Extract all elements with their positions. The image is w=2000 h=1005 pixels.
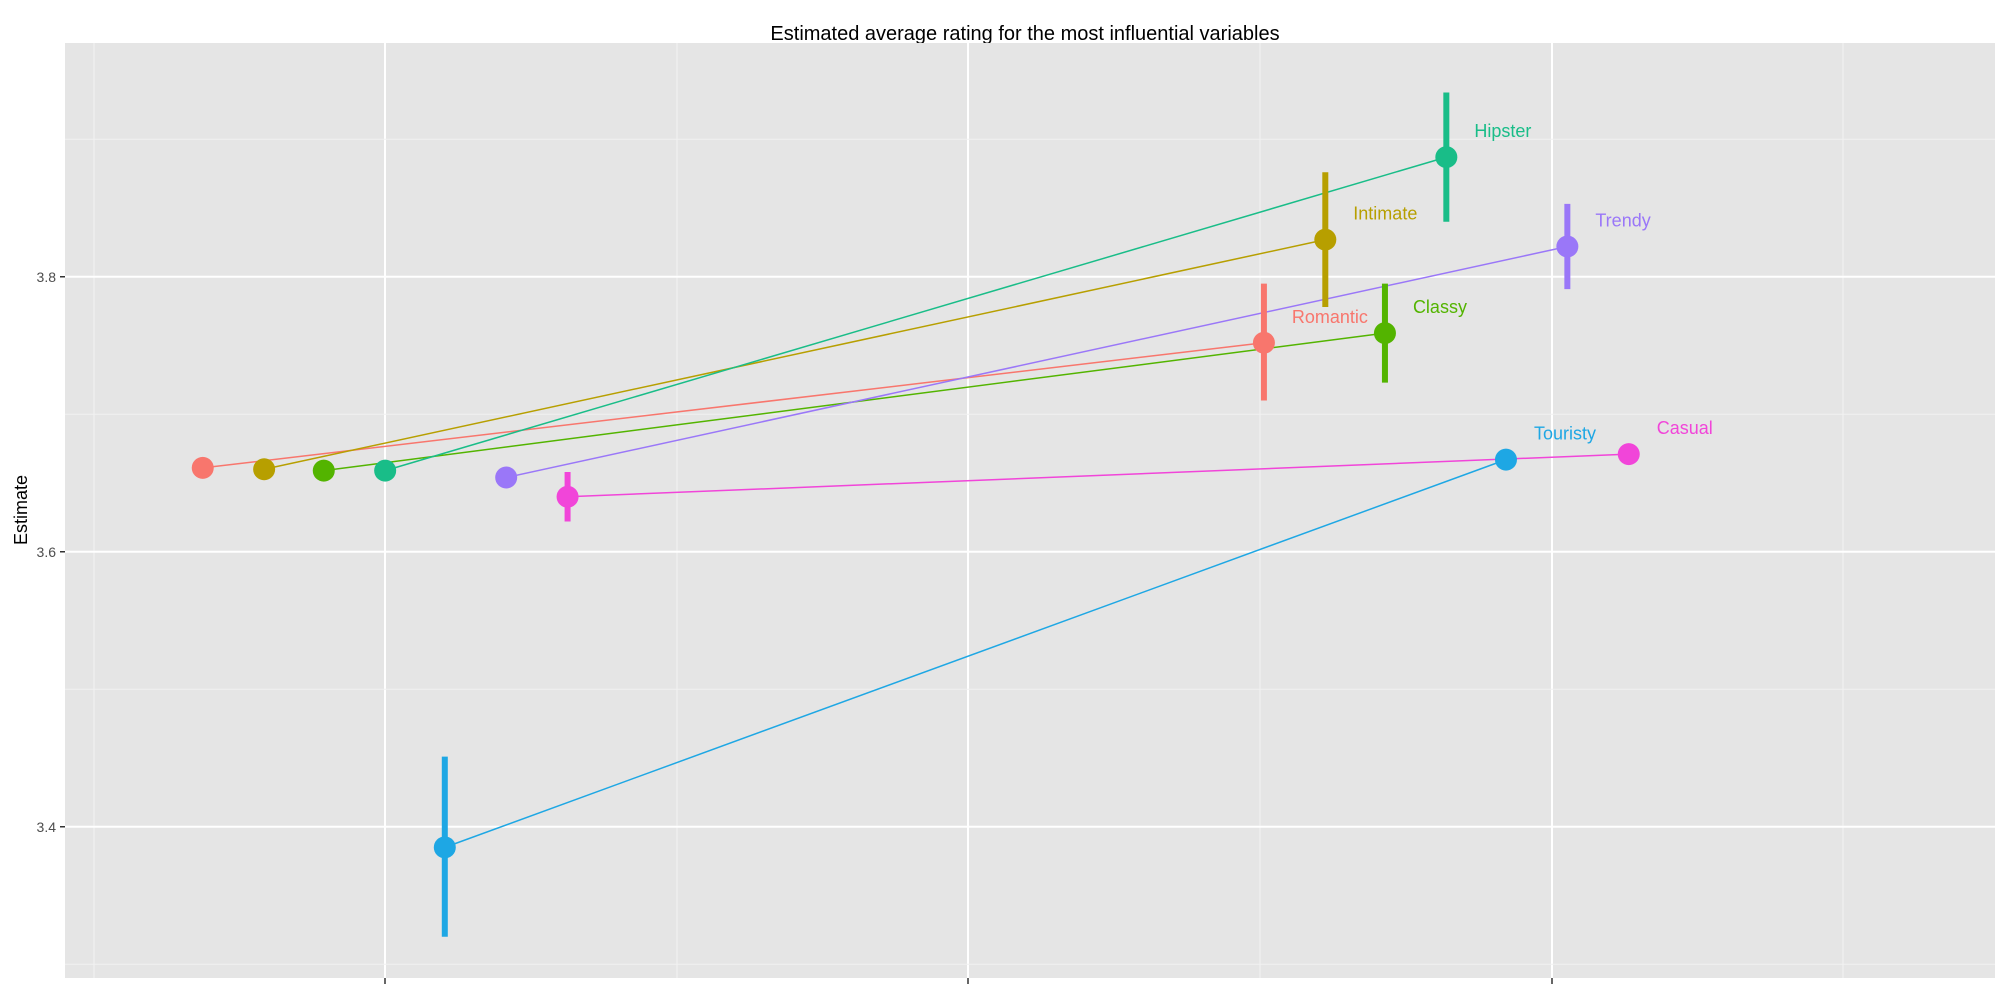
y-tick-label: 3.4 [37, 819, 57, 835]
data-point-trendy [495, 466, 518, 489]
series-label-touristy: Touristy [1534, 424, 1596, 444]
data-point-hipster [374, 459, 397, 482]
series-lines [202, 156, 1629, 849]
axis-layer: 3.4 3.6 3.8 [37, 269, 1553, 984]
series-label-intimate: Intimate [1353, 204, 1417, 224]
data-point-casual [1617, 443, 1640, 466]
data-point-romantic [1252, 331, 1275, 354]
data-point-touristy [1494, 448, 1517, 471]
series-label-hipster: Hipster [1474, 121, 1531, 141]
y-tick-label: 3.8 [37, 269, 57, 285]
data-point-hipster [1435, 146, 1458, 169]
series-label-casual: Casual [1657, 418, 1713, 438]
data-point-classy [312, 459, 335, 482]
y-axis-label: Estimate [11, 475, 31, 545]
y-tick-label: 3.6 [37, 544, 57, 560]
series-line-romantic [202, 342, 1265, 469]
data-point-casual [556, 485, 579, 508]
data-point-intimate [253, 458, 276, 481]
series-line-trendy [506, 245, 1568, 479]
data-point-touristy [433, 836, 456, 859]
series-line-casual [567, 453, 1629, 498]
series-line-intimate [263, 238, 1326, 470]
data-point-intimate [1314, 228, 1337, 251]
data-points [191, 146, 1640, 859]
series-labels: Romantic Intimate Classy Hipster Touristy Tre… [1292, 121, 1713, 444]
chart-title: Estimated average rating for the most in… [770, 23, 1279, 45]
series-label-classy: Classy [1413, 297, 1467, 317]
data-point-classy [1373, 322, 1396, 345]
data-point-romantic [191, 456, 214, 479]
series-line-touristy [444, 458, 1507, 849]
data-point-trendy [1556, 235, 1579, 258]
grid-layer [65, 43, 1995, 978]
plot-panel [65, 43, 1995, 978]
series-line-hipster [384, 156, 1447, 472]
series-label-trendy: Trendy [1595, 211, 1650, 231]
series-label-romantic: Romantic [1292, 307, 1368, 327]
